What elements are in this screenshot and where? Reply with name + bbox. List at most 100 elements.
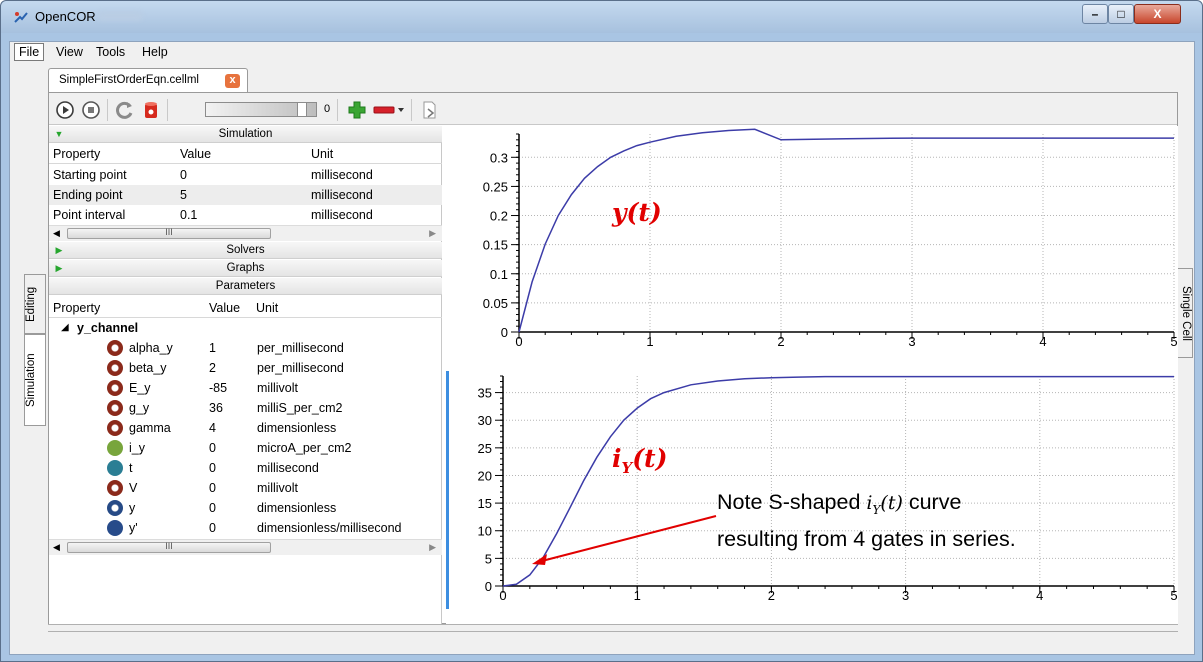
graphs-canvas[interactable]: 00.050.10.150.20.250.30 1 2 3 4 5051015202530…	[446, 126, 1178, 624]
parameter-name: y	[129, 501, 136, 515]
property-value[interactable]: 0.1	[180, 208, 198, 222]
parameter-unit: microA_per_cm2	[257, 441, 352, 455]
delay-slider-thumb[interactable]	[297, 102, 307, 117]
expanded-arrow-icon: ▼	[54, 129, 64, 139]
parameter-row[interactable]: g_y 36 milliS_per_cm2	[49, 398, 442, 418]
parameter-value[interactable]: 0	[209, 501, 216, 515]
note-arrow	[532, 515, 717, 565]
collapsed-arrow-icon: ▶	[55, 263, 63, 273]
parameter-unit: dimensionless/millisecond	[257, 521, 402, 535]
parameter-name: alpha_y	[129, 341, 173, 355]
parameter-name: y'	[129, 521, 138, 535]
parameters-section-header[interactable]: Parameters	[49, 278, 442, 295]
simulation-section-header[interactable]: ▼ Simulation	[49, 126, 442, 143]
parameter-row[interactable]: beta_y 2 per_millisecond	[49, 358, 442, 378]
column-property: Property	[53, 147, 101, 161]
table-row[interactable]: Starting point 0 millisecond	[49, 165, 442, 185]
property-value[interactable]: 0	[180, 168, 187, 182]
chevron-down-icon[interactable]	[397, 106, 405, 114]
tab-simulation[interactable]: Simulation	[24, 334, 46, 426]
toolbar-separator	[337, 99, 338, 121]
parameter-value[interactable]: 2	[209, 361, 216, 375]
y-tick-label: 30	[478, 413, 492, 428]
parameter-value[interactable]: 0	[209, 461, 216, 475]
remove-graph-icon[interactable]	[373, 106, 395, 114]
tab-close-icon[interactable]: x	[225, 74, 240, 88]
menu-file[interactable]: File	[14, 43, 45, 61]
x-tick-label: 5	[1170, 588, 1177, 603]
simulation-toolbar: 0	[49, 93, 1177, 125]
scrollbar-thumb[interactable]: III	[67, 541, 271, 553]
export-icon[interactable]	[419, 100, 439, 120]
parameter-row[interactable]: V 0 millivolt	[49, 478, 442, 498]
tab-editing[interactable]: Editing	[24, 274, 46, 334]
table-row[interactable]: Point interval 0.1 millisecond	[49, 205, 442, 225]
parameter-value[interactable]: 0	[209, 481, 216, 495]
y-curve-annotation: y(t)	[612, 198, 662, 227]
scroll-right-icon[interactable]: ▶	[429, 228, 436, 238]
scroll-left-icon[interactable]: ◀	[53, 542, 60, 552]
horizontal-scrollbar[interactable]: ◀ III ▶	[49, 539, 442, 555]
state-parameter-icon	[107, 360, 123, 376]
column-value: Value	[209, 301, 241, 315]
parameter-value[interactable]: 0	[209, 521, 216, 535]
table-row[interactable]: Ending point 5 millisecond	[49, 185, 442, 205]
x-tick-label: 3	[902, 588, 909, 603]
parameter-unit: milliS_per_cm2	[257, 401, 343, 415]
scroll-left-icon[interactable]: ◀	[53, 228, 60, 238]
minimize-button[interactable]: –	[1082, 4, 1108, 24]
y-tick-label: 0	[485, 579, 492, 594]
parameter-value[interactable]: -85	[209, 381, 228, 395]
property-value[interactable]: 5	[180, 188, 187, 202]
solvers-section-header[interactable]: ▶ Solvers	[49, 242, 442, 259]
parameter-name: g_y	[129, 401, 150, 415]
parameter-value[interactable]: 1	[209, 341, 216, 355]
property-unit: millisecond	[311, 168, 373, 182]
close-window-button[interactable]: X	[1134, 4, 1181, 24]
parameter-value[interactable]: 0	[209, 441, 216, 455]
parameter-row[interactable]: t 0 millisecond	[49, 458, 442, 478]
parameter-row[interactable]: i_y 0 microA_per_cm2	[49, 438, 442, 458]
run-button[interactable]	[55, 100, 75, 120]
parameter-value[interactable]: 4	[209, 421, 216, 435]
y-tick-label: 0.15	[483, 238, 508, 253]
tree-group-row[interactable]: ◢ y_channel	[49, 318, 442, 338]
status-bar	[48, 624, 1178, 632]
clear-data-icon[interactable]	[141, 100, 161, 120]
state-parameter-icon	[107, 400, 123, 416]
stop-button[interactable]	[81, 100, 101, 120]
menu-help[interactable]: Help	[142, 45, 168, 59]
menu-tools[interactable]: Tools	[96, 45, 126, 59]
parameter-value[interactable]: 36	[209, 401, 223, 415]
y-tick-label: 20	[478, 468, 492, 483]
add-graph-icon[interactable]	[347, 100, 367, 120]
note-annotation: Note S-shaped iY(t) curve resulting from…	[717, 490, 1016, 551]
series-line	[518, 128, 1174, 333]
tree-expand-icon[interactable]: ◢	[61, 322, 69, 333]
graphs-section-header[interactable]: ▶ Graphs	[49, 260, 442, 277]
property-unit: millisecond	[311, 208, 373, 222]
plot-area	[519, 134, 1174, 332]
menu-bar: File View Tools Help	[10, 42, 1194, 64]
title-bar[interactable]: OpenCOR – □ X	[1, 1, 1202, 33]
y-tick-label: 0.2	[490, 209, 508, 224]
document-tab[interactable]: SimpleFirstOrderEqn.cellml x	[48, 68, 248, 93]
parameter-name: V	[129, 481, 138, 495]
horizontal-scrollbar[interactable]: ◀ III ▶	[49, 225, 442, 241]
parameter-row[interactable]: y 0 dimensionless	[49, 498, 442, 518]
parameter-unit: millivolt	[257, 381, 298, 395]
graph-panels: 0 0.05 0.1 0.15 0.2 0.25 0.3 0 1 2 3 4 5 0 5 10 15 20 25 30…	[446, 126, 1178, 624]
maximize-button[interactable]: □	[1108, 4, 1134, 24]
scroll-right-icon[interactable]: ▶	[429, 542, 436, 552]
x-tick-label: 2	[777, 334, 784, 349]
menu-view[interactable]: View	[56, 45, 83, 59]
parameter-row[interactable]: E_y -85 millivolt	[49, 378, 442, 398]
parameter-row[interactable]: y' 0 dimensionless/millisecond	[49, 518, 442, 538]
parameter-row[interactable]: alpha_y 1 per_millisecond	[49, 338, 442, 358]
reset-icon[interactable]	[115, 100, 135, 120]
parameter-row[interactable]: gamma 4 dimensionless	[49, 418, 442, 438]
delay-slider[interactable]	[205, 102, 317, 117]
toolbar-separator	[167, 99, 168, 121]
scrollbar-thumb[interactable]: III	[67, 227, 271, 239]
